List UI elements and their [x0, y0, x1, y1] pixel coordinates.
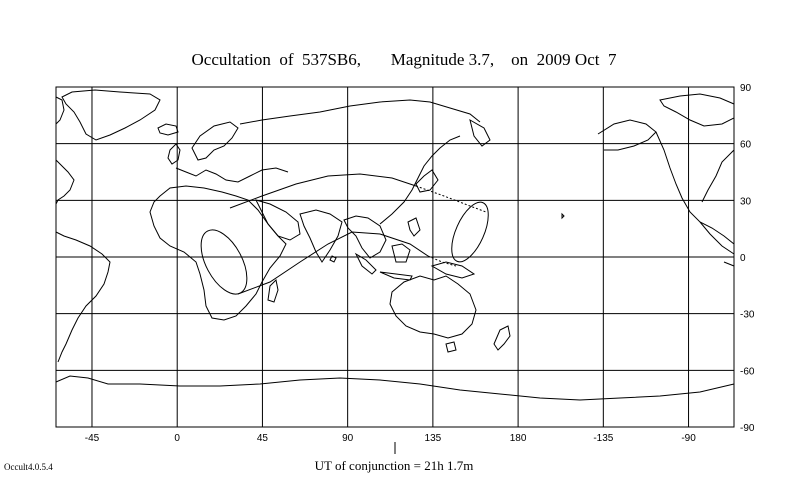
- coast-alaska: [597, 119, 657, 151]
- coast-canada-arctic: [659, 93, 735, 127]
- shadow-ellipse-east: [451, 201, 489, 263]
- software-version-label: Occult4.0.5.4: [4, 462, 53, 472]
- latitude-tick-labels: 90 60 30 0 -30 -60 -90: [740, 83, 755, 434]
- longitude-tick-label: 180: [510, 433, 527, 444]
- coast-borneo: [391, 243, 411, 263]
- chart-title: Occultation of 537SB6, Magnitude 3.7, on…: [191, 50, 617, 69]
- path-northern-limit: [229, 173, 417, 209]
- latitude-tick-label: 90: [740, 83, 752, 94]
- coast-europe-south: [175, 167, 289, 183]
- latitude-tick-label: -90: [740, 423, 755, 434]
- longitude-tick-label: 90: [342, 433, 354, 444]
- coast-java: [379, 271, 413, 281]
- map-frame: [55, 86, 735, 428]
- coast-greenland: [61, 89, 161, 141]
- latitude-tick-label: -30: [740, 310, 755, 321]
- latitude-tick-label: -60: [740, 366, 755, 377]
- coast-kamchatka: [469, 118, 491, 147]
- conjunction-time-label: UT of conjunction = 21h 1.7m: [314, 458, 474, 473]
- coastlines: [55, 89, 735, 401]
- coast-japan: [415, 169, 439, 193]
- coast-canada-east: [55, 96, 65, 125]
- coast-arabia: [255, 199, 301, 241]
- occultation-path: [200, 173, 489, 295]
- longitude-tick-label: -45: [85, 433, 100, 444]
- longitude-tick-label: -135: [593, 433, 613, 444]
- coast-philippines: [407, 217, 421, 237]
- coast-south-america: [55, 231, 111, 363]
- coast-scandinavia: [191, 121, 239, 161]
- path-southern-limit: [237, 231, 429, 295]
- coast-hawaii: [561, 212, 565, 220]
- coast-new-guinea: [430, 261, 476, 279]
- coast-iceland: [157, 123, 179, 136]
- coast-south-america-right: [723, 261, 735, 267]
- longitude-tick-label: 135: [425, 433, 442, 444]
- latitude-tick-label: 60: [740, 140, 752, 151]
- coast-north-america-east: [701, 149, 735, 203]
- coast-antarctica: [55, 375, 735, 401]
- latitude-tick-label: 30: [740, 196, 752, 207]
- coast-india: [299, 209, 343, 263]
- coast-east-asia: [379, 135, 461, 225]
- coast-tasmania: [445, 341, 457, 353]
- coast-central-america: [699, 221, 735, 255]
- longitude-tick-label: -90: [681, 433, 696, 444]
- longitude-tick-label: 0: [174, 433, 180, 444]
- coast-uk: [167, 143, 181, 165]
- graticule: [56, 87, 734, 427]
- path-north-dotted: [415, 185, 487, 213]
- latitude-tick-label: 0: [740, 253, 746, 264]
- coast-australia: [389, 275, 477, 339]
- longitude-tick-label: 45: [257, 433, 269, 444]
- coast-eurasia-north: [239, 99, 481, 125]
- coast-sri-lanka: [329, 255, 337, 263]
- coast-africa: [149, 185, 287, 321]
- coast-se-asia: [343, 215, 387, 259]
- shadow-ellipse-west: [200, 229, 248, 295]
- coast-sumatra: [354, 252, 377, 275]
- coast-new-zealand: [493, 325, 511, 351]
- coast-north-america-west: [655, 131, 735, 245]
- longitude-tick-labels: -45 0 45 90 135 180 -135 -90: [85, 433, 696, 444]
- coast-madagascar: [267, 278, 279, 303]
- coast-north-america-left: [55, 159, 75, 205]
- path-south-dotted: [427, 255, 457, 267]
